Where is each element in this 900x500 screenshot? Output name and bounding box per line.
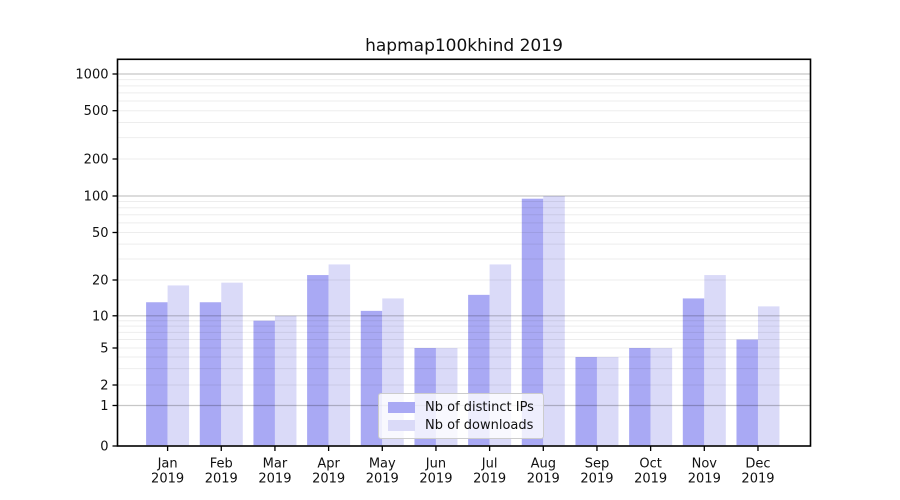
bar-distinct-ips-jan: [146, 302, 168, 446]
bar-downloads-nov: [704, 275, 726, 446]
y-tick-label-2: 2: [100, 379, 108, 394]
bar-downloads-aug: [543, 196, 565, 446]
x-tick-label-nov: Nov: [692, 457, 718, 472]
bar-downloads-jan: [167, 285, 190, 446]
x-tick-label-year-jun: 2019: [419, 472, 452, 487]
y-tick-label-20: 20: [92, 274, 109, 289]
bar-distinct-ips-oct: [629, 348, 651, 446]
x-tick-label-year-mar: 2019: [258, 472, 291, 487]
x-tick-label-aug: Aug: [531, 457, 556, 472]
plot-border: [116, 58, 812, 447]
bar-downloads-apr: [328, 264, 351, 446]
y-tick-label-5: 5: [100, 342, 108, 357]
legend: Nb of distinct IPs Nb of downloads: [378, 393, 544, 439]
bar-distinct-ips-may: [360, 310, 383, 446]
x-tick-label-dec: Dec: [745, 457, 770, 472]
y-tick-label-0: 0: [100, 440, 108, 455]
y-tick-label-10: 10: [92, 309, 109, 324]
legend-entry-distinct-ips: Nb of distinct IPs: [388, 400, 543, 415]
x-tick-label-feb: Feb: [210, 457, 233, 472]
bar-distinct-ips-sep: [575, 357, 597, 446]
bar-downloads-mar: [274, 315, 297, 446]
x-tick-label-apr: Apr: [317, 457, 340, 472]
y-tick-label-50: 50: [92, 226, 109, 241]
legend-label-downloads: Nb of downloads: [425, 417, 534, 433]
legend-swatch-distinct-ips: [388, 401, 415, 413]
x-tick-label-year-feb: 2019: [205, 472, 238, 487]
y-tick-label-1000: 1000: [75, 68, 108, 83]
x-tick-label-year-nov: 2019: [688, 472, 721, 487]
x-tick-label-may: May: [369, 457, 396, 472]
bar-downloads-sep: [596, 357, 619, 446]
x-tick-label-mar: Mar: [263, 457, 288, 472]
x-tick-label-jul: Jul: [481, 457, 498, 472]
y-tick-label-200: 200: [84, 153, 109, 168]
x-tick-label-jun: Jun: [425, 457, 446, 472]
x-tick-label-oct: Oct: [639, 457, 661, 472]
y-tick-label-1: 1: [100, 399, 108, 414]
x-tick-label-year-sep: 2019: [580, 472, 613, 487]
y-tick-label-500: 500: [84, 104, 109, 119]
x-tick-label-year-jan: 2019: [151, 472, 184, 487]
chart-title: hapmap100khind 2019: [365, 36, 563, 56]
x-tick-label-sep: Sep: [585, 457, 610, 472]
bar-distinct-ips-apr: [307, 275, 329, 446]
y-tick-label-100: 100: [84, 190, 109, 205]
x-tick-label-year-jul: 2019: [473, 472, 506, 487]
legend-entry-downloads: Nb of downloads: [388, 418, 543, 433]
bar-downloads-feb: [221, 282, 243, 446]
x-tick-label-year-aug: 2019: [527, 472, 560, 487]
bar-distinct-ips-nov: [682, 298, 705, 446]
bar-distinct-ips-feb: [199, 302, 222, 446]
x-tick-label-year-apr: 2019: [312, 472, 345, 487]
x-tick-label-jan: Jan: [157, 457, 178, 472]
x-tick-label-year-dec: 2019: [741, 472, 774, 487]
legend-swatch-downloads: [388, 419, 415, 431]
legend-label-distinct-ips: Nb of distinct IPs: [425, 399, 534, 415]
bar-distinct-ips-dec: [736, 339, 758, 446]
bar-distinct-ips-mar: [253, 320, 275, 446]
bar-downloads-oct: [650, 348, 673, 446]
x-tick-label-year-oct: 2019: [634, 472, 667, 487]
bar-downloads-dec: [757, 306, 780, 446]
bar-distinct-ips-aug: [521, 198, 544, 446]
x-tick-label-year-may: 2019: [366, 472, 399, 487]
